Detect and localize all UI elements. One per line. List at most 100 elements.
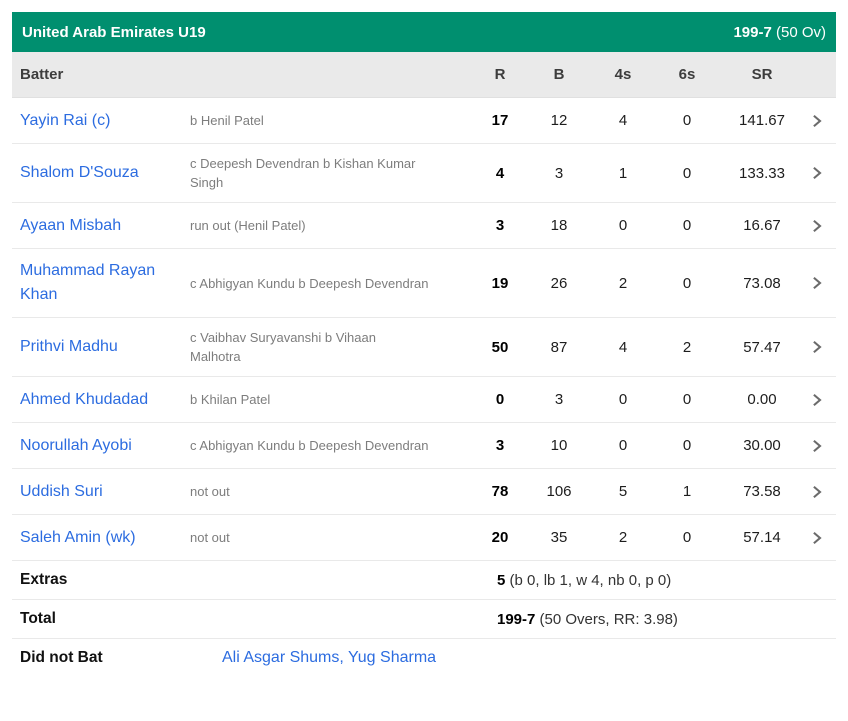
balls-value: 18 (550, 217, 568, 234)
column-balls: B (553, 66, 565, 83)
column-fours: 4s (614, 66, 632, 83)
batter-name-link[interactable]: Saleh Amin (wk) (20, 528, 136, 546)
strike-rate-value: 73.58 (743, 483, 781, 500)
extras-value: 5 (b 0, lb 1, w 4, nb 0, p 0) (473, 572, 828, 589)
team-score-overs: (50 Ov) (771, 23, 826, 41)
chevron-right-icon[interactable] (805, 439, 828, 453)
strike-rate-value: 16.67 (743, 217, 781, 234)
batter-name-link[interactable]: Prithvi Madhu (20, 338, 118, 355)
total-row: Total 199-7 (50 Overs, RR: 3.98) (12, 600, 836, 639)
total-score: 199-7 (497, 610, 536, 628)
chevron-right-icon[interactable] (805, 114, 828, 128)
runs-value: 19 (491, 274, 509, 292)
runs-value: 20 (491, 529, 509, 546)
batter-name-link[interactable]: Noorullah Ayobi (20, 436, 132, 454)
runs-value: 0 (495, 391, 505, 408)
batter-row[interactable]: Yayin Rai (c) b Henil Patel 17 12 4 0 14… (12, 98, 836, 144)
sixes-value: 2 (682, 338, 692, 356)
chevron-right-icon[interactable] (805, 276, 828, 290)
batter-row[interactable]: Ayaan Misbah run out (Henil Patel) 3 18 … (12, 203, 836, 249)
batter-name-link[interactable]: Shalom D'Souza (20, 164, 139, 181)
batter-row[interactable]: Ahmed Khudadad b Khilan Patel 0 3 0 0 0.… (12, 377, 836, 423)
runs-value: 3 (495, 217, 505, 234)
strike-rate-value: 133.33 (739, 164, 785, 182)
sixes-value: 0 (682, 164, 692, 182)
fours-value: 5 (618, 483, 628, 500)
extras-breakdown: (b 0, lb 1, w 4, nb 0, p 0) (505, 571, 672, 589)
sixes-value: 0 (682, 217, 692, 234)
sixes-value: 0 (682, 437, 692, 454)
batter-row[interactable]: Muhammad Rayan Khan c Abhigyan Kundu b D… (12, 249, 836, 318)
strike-rate-value: 0.00 (747, 391, 777, 408)
balls-value: 10 (550, 437, 568, 454)
balls-value: 106 (546, 483, 572, 500)
extras-total: 5 (497, 571, 506, 589)
batter-row[interactable]: Saleh Amin (wk) not out 20 35 2 0 57.14 (12, 515, 836, 561)
runs-value: 17 (491, 112, 509, 129)
batter-row[interactable]: Prithvi Madhu c Vaibhav Suryavanshi b Vi… (12, 318, 836, 377)
chevron-right-icon[interactable] (805, 219, 828, 233)
fours-value: 0 (618, 437, 628, 454)
strike-rate-value: 73.08 (743, 274, 781, 292)
fours-value: 2 (618, 529, 628, 546)
column-sixes: 6s (678, 66, 696, 83)
chevron-right-icon[interactable] (805, 485, 828, 499)
extras-label: Extras (20, 571, 68, 588)
sixes-value: 0 (682, 112, 692, 129)
did-not-bat-names[interactable]: Ali Asgar Shums, Yug Sharma (222, 649, 437, 666)
dismissal-text: b Khilan Patel (190, 392, 271, 407)
fours-value: 4 (618, 338, 628, 356)
fours-value: 4 (618, 112, 628, 129)
did-not-bat-label: Did not Bat (20, 649, 103, 666)
dismissal-text: run out (Henil Patel) (190, 218, 306, 233)
chevron-right-icon[interactable] (805, 393, 828, 407)
batter-row[interactable]: Uddish Suri not out 78 106 5 1 73.58 (12, 469, 836, 515)
dismissal-text: c Abhigyan Kundu b Deepesh Devendran (190, 275, 429, 291)
fours-value: 0 (618, 391, 628, 408)
total-value: 199-7 (50 Overs, RR: 3.98) (473, 611, 828, 628)
fours-value: 0 (618, 217, 628, 234)
runs-value: 50 (491, 338, 509, 356)
fours-value: 1 (618, 164, 628, 182)
balls-value: 87 (550, 338, 568, 356)
total-detail: (50 Overs, RR: 3.98) (535, 610, 678, 628)
strike-rate-value: 57.14 (743, 529, 781, 546)
team-header-bar: United Arab Emirates U19 199-7 (50 Ov) (12, 12, 836, 52)
balls-value: 12 (550, 112, 568, 129)
column-runs: R (494, 66, 506, 83)
team-name: United Arab Emirates U19 (22, 23, 206, 41)
extras-row: Extras 5 (b 0, lb 1, w 4, nb 0, p 0) (12, 561, 836, 600)
sixes-value: 0 (682, 274, 692, 292)
batter-name-link[interactable]: Yayin Rai (c) (20, 111, 111, 129)
balls-value: 26 (550, 274, 568, 292)
dismissal-text: b Henil Patel (190, 113, 264, 128)
chevron-right-icon[interactable] (805, 166, 828, 180)
chevron-right-icon[interactable] (805, 531, 828, 545)
fours-value: 2 (618, 274, 628, 292)
total-label: Total (20, 610, 56, 627)
dismissal-text: c Abhigyan Kundu b Deepesh Devendran (190, 438, 429, 453)
sixes-value: 0 (682, 391, 692, 408)
chevron-right-icon[interactable] (805, 340, 828, 354)
batter-name-link[interactable]: Ayaan Misbah (20, 216, 122, 234)
strike-rate-value: 30.00 (743, 437, 781, 454)
column-batter: Batter (20, 66, 64, 83)
dismissal-text: not out (190, 484, 230, 499)
balls-value: 35 (550, 529, 568, 546)
team-score-runs: 199-7 (733, 23, 772, 41)
strike-rate-value: 141.67 (739, 112, 785, 129)
batter-row[interactable]: Noorullah Ayobi c Abhigyan Kundu b Deepe… (12, 423, 836, 469)
team-score: 199-7 (50 Ov) (733, 24, 826, 41)
batter-row[interactable]: Shalom D'Souza c Deepesh Devendran b Kis… (12, 144, 836, 203)
batter-name-link[interactable]: Muhammad Rayan Khan (20, 262, 156, 303)
dismissal-text: not out (190, 530, 230, 545)
runs-value: 4 (495, 164, 505, 182)
strike-rate-value: 57.47 (743, 338, 781, 356)
dismissal-text: c Deepesh Devendran b Kishan Kumar Singh (190, 156, 416, 190)
batter-name-link[interactable]: Ahmed Khudadad (20, 390, 149, 408)
sixes-value: 0 (682, 529, 692, 546)
sixes-value: 1 (682, 483, 692, 500)
batter-name-link[interactable]: Uddish Suri (20, 482, 103, 500)
dismissal-text: c Vaibhav Suryavanshi b Vihaan Malhotra (190, 330, 376, 364)
balls-value: 3 (554, 391, 564, 408)
